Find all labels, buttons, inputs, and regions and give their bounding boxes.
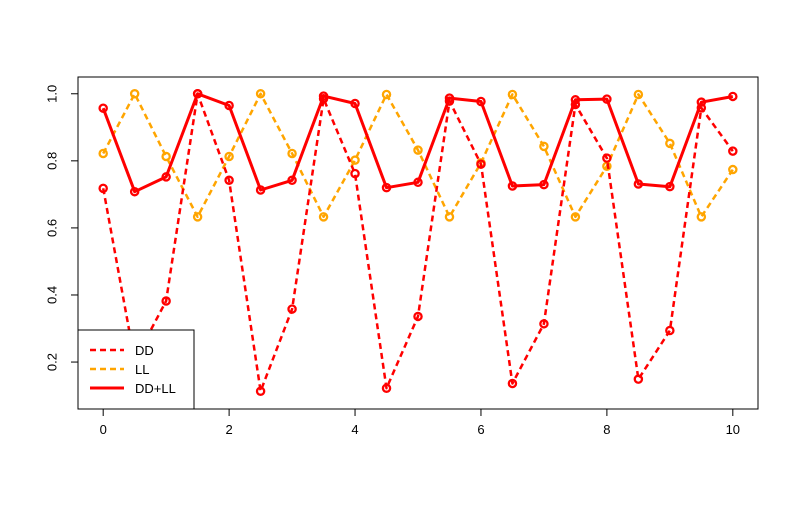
data-point bbox=[539, 179, 549, 190]
data-point bbox=[318, 212, 329, 222]
data-point bbox=[161, 172, 171, 182]
data-point bbox=[728, 164, 738, 175]
data-point bbox=[633, 179, 644, 189]
legend-label: DD bbox=[135, 343, 154, 358]
data-point bbox=[570, 212, 581, 222]
y-tick-label: 0.6 bbox=[44, 219, 59, 237]
y-tick-label: 1.0 bbox=[44, 85, 59, 103]
data-point bbox=[413, 177, 423, 188]
y-tick-label: 0.8 bbox=[44, 152, 59, 170]
data-point bbox=[665, 181, 675, 192]
y-axis: 0.2 0.4 0.6 0.8 1.0 bbox=[44, 85, 79, 371]
data-point bbox=[507, 181, 518, 191]
y-tick-label: 0.2 bbox=[44, 353, 59, 371]
data-point bbox=[381, 383, 392, 393]
data-point bbox=[602, 94, 612, 104]
data-point bbox=[539, 141, 549, 152]
data-point bbox=[696, 212, 707, 222]
x-tick-label: 8 bbox=[603, 422, 610, 437]
series-dd-ll bbox=[98, 89, 738, 197]
data-point bbox=[507, 378, 518, 389]
data-point bbox=[98, 103, 108, 113]
data-point bbox=[129, 89, 140, 99]
x-axis: 0 2 4 6 8 10 bbox=[100, 408, 740, 437]
data-point bbox=[287, 304, 297, 314]
x-tick-label: 6 bbox=[477, 422, 484, 437]
series-line bbox=[101, 92, 734, 393]
data-point bbox=[287, 175, 297, 186]
y-tick-label: 0.4 bbox=[44, 286, 59, 304]
data-point bbox=[476, 159, 486, 169]
data-point bbox=[350, 168, 360, 179]
series-line bbox=[101, 92, 734, 194]
data-point bbox=[255, 185, 266, 195]
data-point bbox=[381, 89, 392, 100]
data-point bbox=[665, 325, 675, 336]
series-line bbox=[102, 92, 734, 219]
data-point bbox=[224, 175, 234, 186]
data-point bbox=[98, 183, 108, 194]
data-point bbox=[633, 89, 644, 100]
data-point bbox=[161, 296, 171, 306]
data-point bbox=[350, 155, 360, 165]
series-ll bbox=[98, 89, 738, 222]
data-point bbox=[539, 319, 549, 329]
legend-box bbox=[77, 329, 195, 410]
x-tick-label: 10 bbox=[726, 422, 740, 437]
data-point bbox=[224, 151, 234, 162]
data-point bbox=[444, 212, 455, 222]
x-tick-label: 0 bbox=[100, 422, 107, 437]
data-point bbox=[476, 96, 486, 107]
x-tick-label: 4 bbox=[351, 422, 358, 437]
data-point bbox=[192, 89, 203, 99]
data-point bbox=[728, 146, 738, 156]
data-point bbox=[507, 89, 518, 100]
data-point bbox=[318, 91, 329, 101]
data-point bbox=[287, 148, 297, 159]
legend: DD LL DD+LL bbox=[77, 329, 195, 410]
data-point bbox=[696, 97, 707, 107]
legend-label: DD+LL bbox=[135, 381, 176, 396]
data-point bbox=[129, 186, 140, 197]
data-point bbox=[255, 386, 266, 396]
data-point bbox=[570, 95, 581, 105]
data-point bbox=[602, 153, 612, 163]
x-tick-label: 2 bbox=[225, 422, 232, 437]
data-point bbox=[350, 98, 360, 109]
series-dd bbox=[98, 89, 738, 396]
data-point bbox=[444, 93, 455, 103]
data-point bbox=[413, 311, 423, 322]
legend-label: LL bbox=[135, 362, 149, 377]
data-point bbox=[255, 89, 266, 99]
data-point bbox=[381, 182, 392, 193]
data-point bbox=[98, 148, 108, 159]
data-point bbox=[728, 91, 738, 102]
data-point bbox=[161, 151, 171, 162]
data-point bbox=[665, 138, 675, 149]
data-point bbox=[633, 374, 644, 384]
data-point bbox=[192, 212, 203, 222]
data-point bbox=[224, 100, 234, 111]
data-point bbox=[413, 145, 423, 155]
